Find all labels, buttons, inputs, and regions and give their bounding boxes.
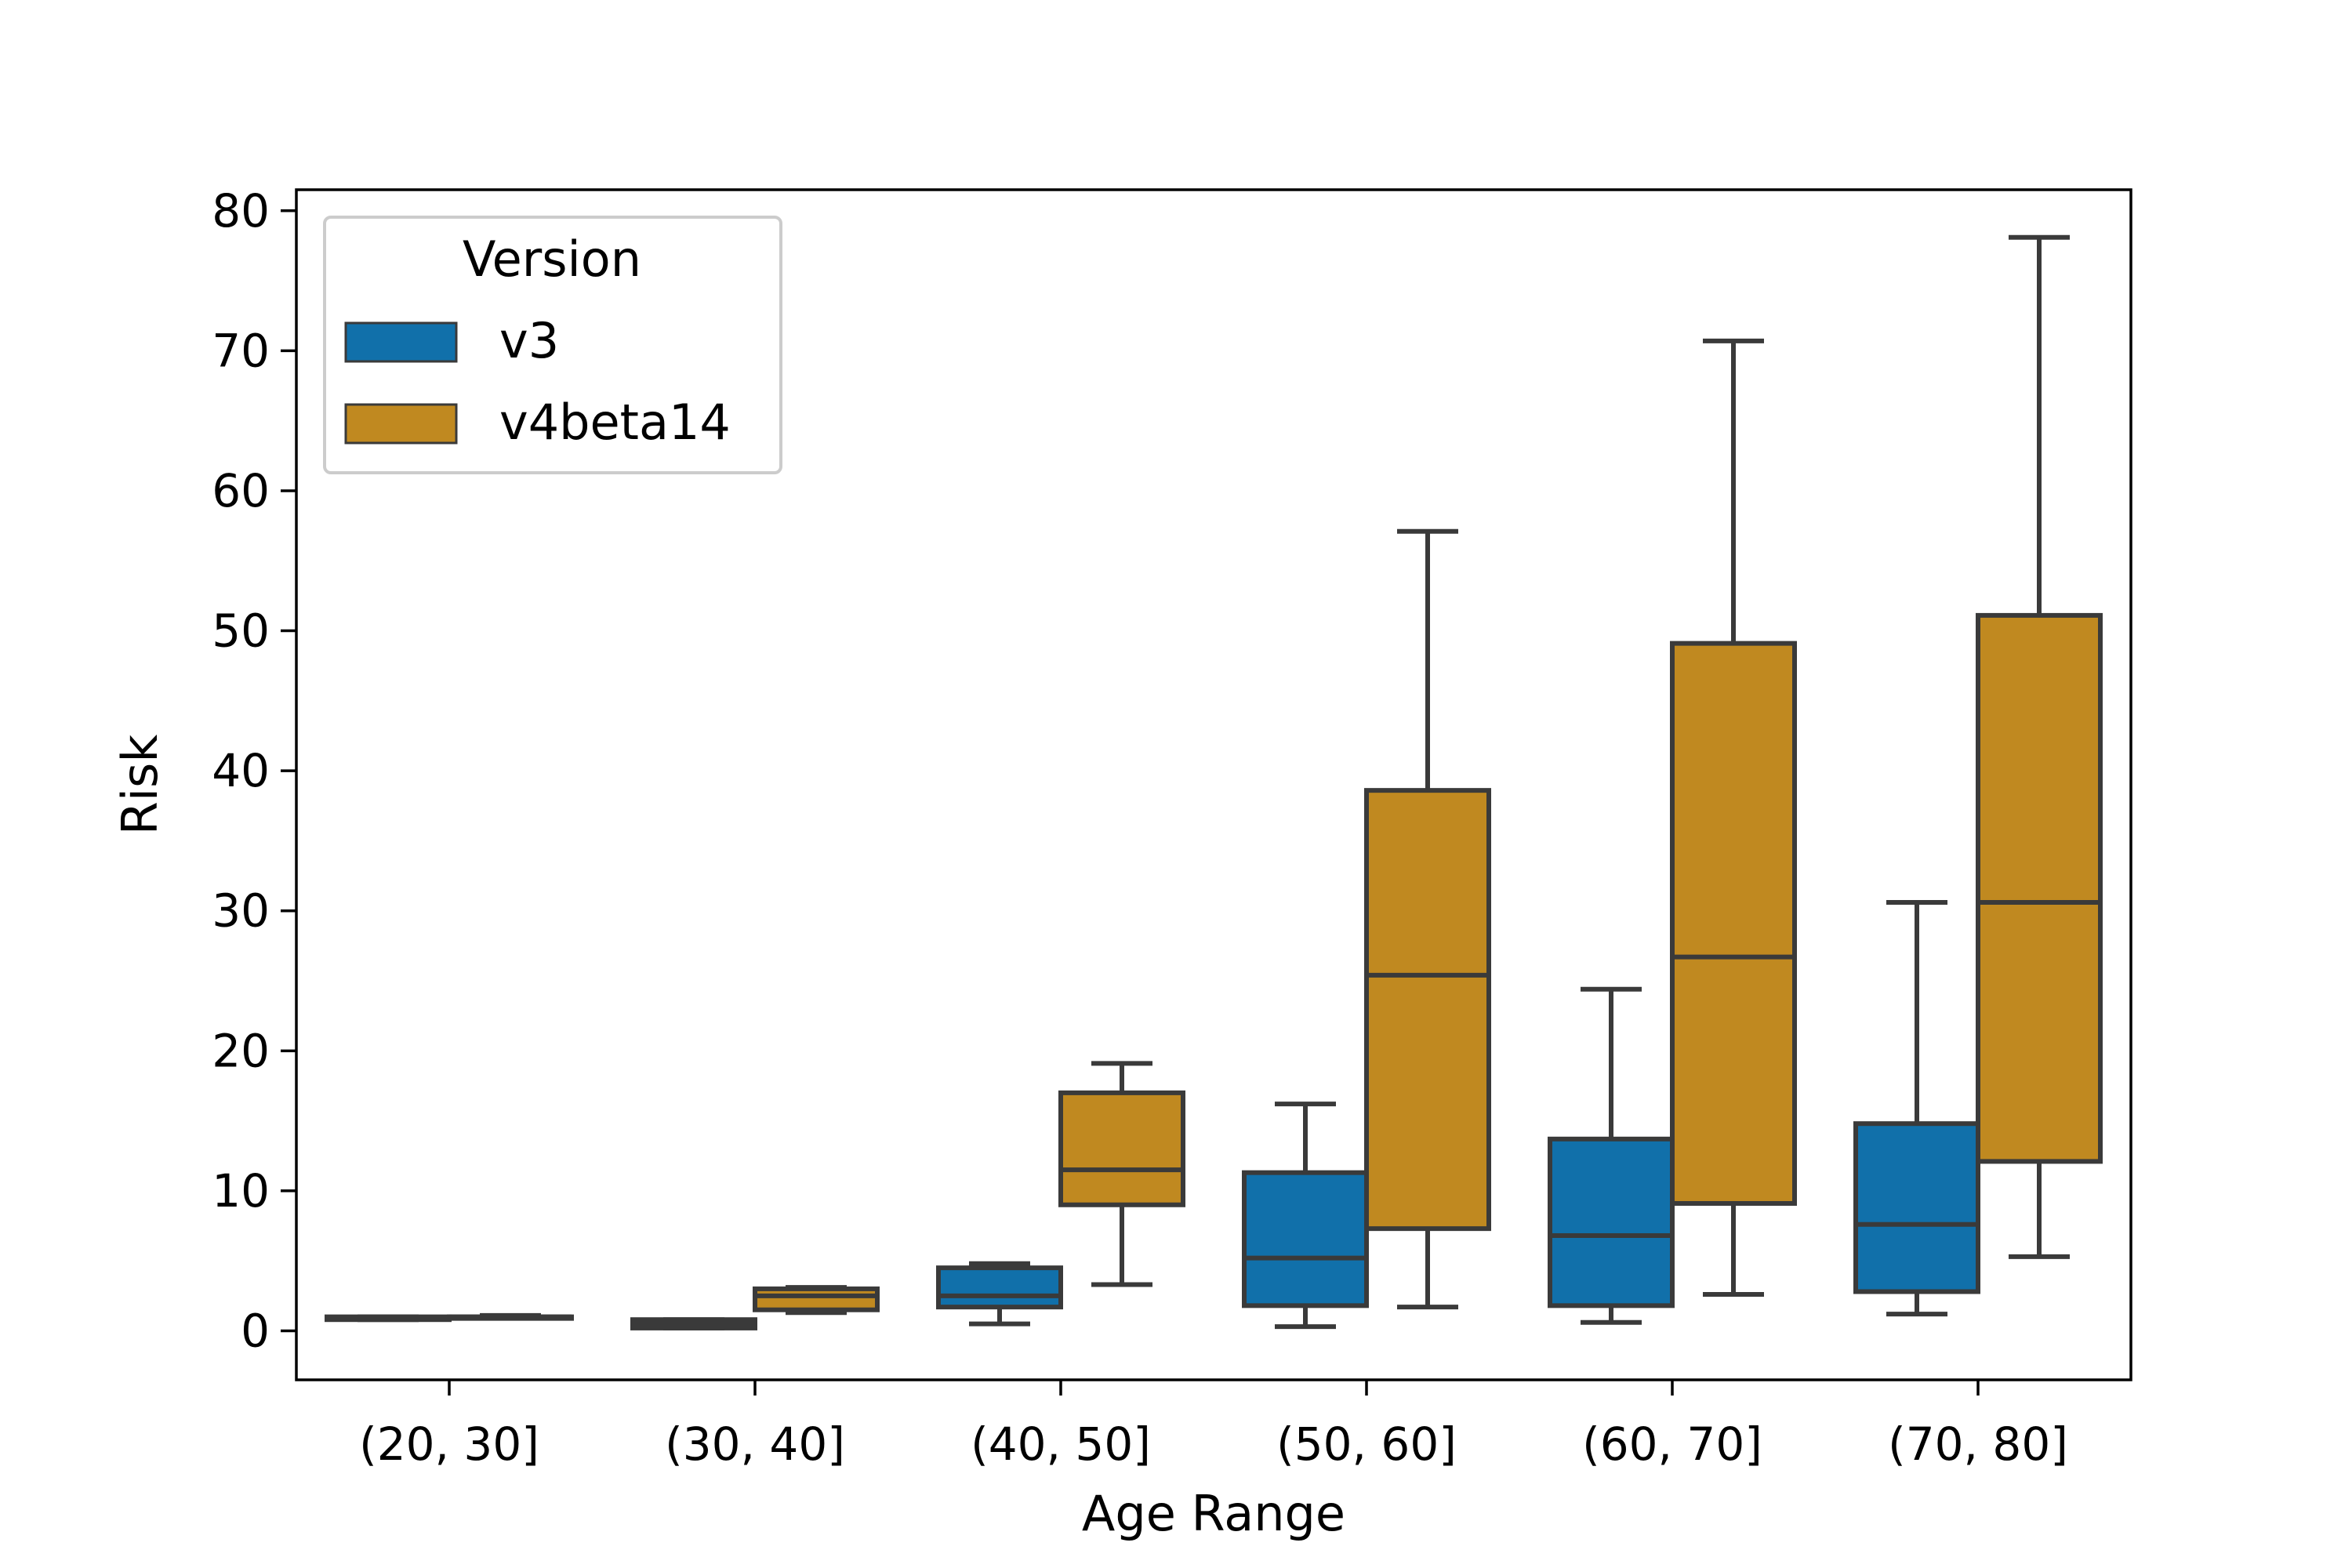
x-tick-label: (20, 30] (359, 1417, 539, 1471)
x-tick-label: (60, 70] (1582, 1417, 1762, 1471)
legend-label-v4beta14: v4beta14 (499, 394, 731, 451)
box-v3-2 (936, 1261, 1063, 1327)
x-axis: (20, 30] (30, 40] (40, 50] (50, 60] (60, 70]… (359, 1380, 2068, 1471)
box-v3-1 (630, 1317, 757, 1330)
x-tick-label: (70, 80] (1888, 1417, 2068, 1471)
legend: Version v3 v4beta14 (323, 216, 782, 474)
iqr-box (936, 1265, 1063, 1310)
y-axis-label: Risk (111, 735, 169, 836)
boxes-layer (325, 234, 2103, 1330)
y-tick-label: 10 (212, 1164, 270, 1218)
box-v4beta14-1 (753, 1285, 880, 1316)
iqr-box (1670, 641, 1797, 1206)
legend-title: Version (463, 230, 641, 288)
iqr-box (1058, 1090, 1185, 1207)
box-v4beta14-4 (1670, 338, 1797, 1298)
iqr-box (1364, 788, 1491, 1232)
iqr-box (1976, 612, 2103, 1164)
y-tick-label: 60 (212, 464, 270, 517)
iqr-box (1548, 1136, 1675, 1308)
y-tick-label: 30 (212, 884, 270, 938)
box-v4beta14-0 (447, 1312, 574, 1321)
box-v3-0 (325, 1314, 452, 1323)
box-v4beta14-5 (1976, 234, 2103, 1259)
y-tick-label: 20 (212, 1024, 270, 1077)
box-v3-3 (1242, 1102, 1369, 1330)
legend-label-v3: v3 (499, 312, 559, 369)
x-axis-label: Age Range (1082, 1485, 1345, 1542)
y-tick-label: 70 (212, 324, 270, 377)
iqr-box (1242, 1170, 1369, 1308)
box-v4beta14-2 (1058, 1061, 1185, 1287)
box-v3-5 (1853, 900, 1980, 1317)
x-tick-label: (30, 40] (665, 1417, 845, 1471)
legend-items: v3 v4beta14 (344, 312, 731, 451)
y-tick-label: 0 (241, 1304, 270, 1357)
iqr-box (753, 1286, 880, 1312)
y-axis: 0 10 20 30 40 50 60 70 80 (212, 184, 296, 1357)
legend-swatch-v3 (344, 321, 458, 363)
iqr-box (1853, 1121, 1980, 1294)
y-tick-label: 80 (212, 184, 270, 238)
y-tick-label: 40 (212, 744, 270, 797)
y-tick-label: 50 (212, 604, 270, 658)
x-tick-label: (50, 60] (1276, 1417, 1457, 1471)
box-v3-4 (1548, 986, 1675, 1325)
box-v4beta14-3 (1364, 528, 1491, 1310)
plot-frame (295, 188, 2132, 1381)
x-tick-label: (40, 50] (971, 1417, 1151, 1471)
legend-swatch-v4beta14 (344, 403, 458, 445)
